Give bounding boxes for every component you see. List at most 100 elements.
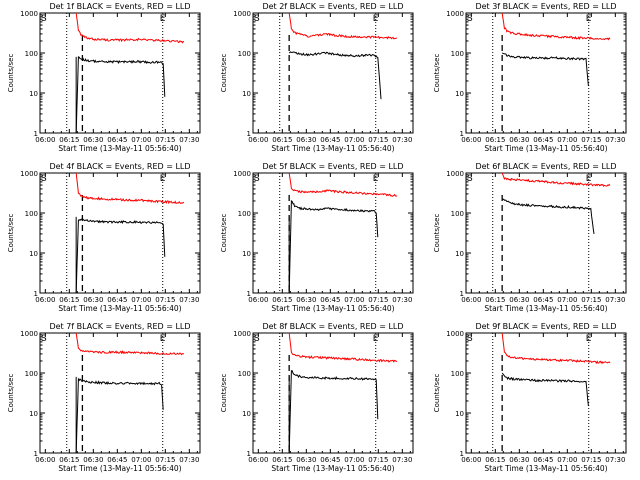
x-axis-label: Start Time (13-May-11 05:56:40) (58, 144, 181, 153)
series-line-events (75, 218, 166, 294)
x-tick-label: 07:00 (344, 296, 364, 304)
y-axis-label: Counts/sec (433, 214, 441, 253)
x-tick-label: 06:00 (248, 136, 268, 144)
x-tick-label: 06:30 (83, 296, 103, 304)
y-tick-label: 10 (29, 90, 38, 98)
x-tick-label: 06:30 (83, 136, 103, 144)
end-label: E (373, 174, 379, 184)
x-tick-label: 07:15 (581, 456, 601, 464)
x-axis-label: Start Time (13-May-11 05:56:40) (271, 304, 394, 313)
x-tick-label: 06:45 (533, 136, 553, 144)
panel-det-2f: Det 2f BLACK = Events, RED = LLD 06:00 06:… (213, 0, 425, 160)
y-axis-label: Counts/sec (220, 54, 228, 93)
x-tick-label: 07:30 (179, 136, 199, 144)
y-tick-label: 1000 (446, 10, 464, 18)
y-tick-label: 1 (247, 290, 251, 298)
plot-frame (465, 12, 627, 134)
y-tick-label: 1000 (233, 330, 251, 338)
y-tick-label: 100 (238, 370, 251, 378)
chart-title: Det 4f BLACK = Events, RED = LLD (49, 162, 190, 171)
y-tick-label: 100 (25, 370, 38, 378)
x-tick-label: 06:15 (485, 136, 505, 144)
y-tick-label: 100 (451, 370, 464, 378)
start-label: S (41, 14, 47, 24)
x-tick-label: 06:00 (461, 296, 481, 304)
chart-title: Det 3f BLACK = Events, RED = LLD (475, 2, 616, 11)
y-axis-label: Counts/sec (7, 214, 15, 253)
y-tick-label: 1000 (20, 170, 38, 178)
plot-frame (252, 332, 414, 454)
chart-det-1f: Det 1f BLACK = Events, RED = LLD 06:00 06:… (7, 2, 201, 153)
y-tick-label: 100 (451, 210, 464, 218)
x-tick-label: 07:30 (392, 296, 412, 304)
series-line-lld (288, 332, 398, 363)
x-tick-label: 07:15 (368, 136, 388, 144)
x-tick-label: 06:15 (272, 456, 292, 464)
x-tick-label: 06:45 (320, 136, 340, 144)
x-tick-label: 06:45 (320, 296, 340, 304)
start-label: S (254, 334, 260, 344)
series-line-events (502, 198, 595, 234)
series-line-events (288, 51, 382, 100)
series-line-lld (501, 172, 611, 188)
series-line-events (288, 200, 379, 294)
panel-det-5f: Det 5f BLACK = Events, RED = LLD 06:00 06:… (213, 160, 425, 320)
plot-frame (39, 12, 201, 134)
x-tick-label: 06:15 (59, 456, 79, 464)
y-axis-label: Counts/sec (220, 214, 228, 253)
y-tick-label: 10 (455, 410, 464, 418)
y-tick-label: 10 (242, 410, 251, 418)
panel-det-8f: Det 8f BLACK = Events, RED = LLD 06:00 06:… (213, 320, 425, 480)
x-tick-label: 06:30 (296, 296, 316, 304)
x-tick-label: 07:15 (581, 296, 601, 304)
x-tick-label: 07:30 (605, 136, 625, 144)
series-line-events (502, 52, 589, 87)
panel-det-3f: Det 3f BLACK = Events, RED = LLD 06:00 06:… (426, 0, 638, 160)
series-line-events (288, 370, 379, 454)
end-label: E (160, 14, 166, 24)
x-tick-label: 07:15 (155, 136, 175, 144)
plot-frame (465, 332, 627, 454)
y-tick-label: 100 (451, 50, 464, 58)
series-line-lld (75, 332, 185, 356)
x-tick-label: 06:15 (59, 136, 79, 144)
y-tick-label: 100 (25, 50, 38, 58)
panel-det-4f: Det 4f BLACK = Events, RED = LLD 06:00 06:… (0, 160, 212, 320)
x-tick-label: 07:00 (557, 456, 577, 464)
x-tick-label: 07:00 (131, 456, 151, 464)
y-axis-label: Counts/sec (7, 374, 15, 413)
y-tick-label: 100 (238, 50, 251, 58)
x-axis-label: Start Time (13-May-11 05:56:40) (58, 464, 181, 473)
y-tick-label: 10 (29, 410, 38, 418)
y-axis-label: Counts/sec (7, 54, 15, 93)
x-tick-label: 07:30 (179, 296, 199, 304)
end-label: E (160, 174, 166, 184)
x-tick-label: 06:00 (248, 296, 268, 304)
x-axis-label: Start Time (13-May-11 05:56:40) (484, 304, 607, 313)
chart-det-7f: Det 7f BLACK = Events, RED = LLD 06:00 06:… (7, 322, 201, 473)
x-tick-label: 07:30 (179, 456, 199, 464)
start-label: S (41, 174, 47, 184)
end-label: E (373, 334, 379, 344)
y-tick-label: 10 (242, 250, 251, 258)
chart-det-8f: Det 8f BLACK = Events, RED = LLD 06:00 06:… (220, 322, 414, 473)
x-tick-label: 07:00 (131, 296, 151, 304)
y-tick-label: 1 (247, 450, 251, 458)
x-tick-label: 06:45 (320, 456, 340, 464)
y-tick-label: 1000 (233, 170, 251, 178)
panel-det-7f: Det 7f BLACK = Events, RED = LLD 06:00 06:… (0, 320, 212, 480)
x-tick-label: 07:15 (155, 296, 175, 304)
x-tick-label: 06:45 (107, 296, 127, 304)
x-tick-label: 06:00 (248, 456, 268, 464)
y-tick-label: 1000 (446, 330, 464, 338)
series-line-lld (288, 172, 398, 197)
y-tick-label: 1 (34, 130, 38, 138)
chart-title: Det 6f BLACK = Events, RED = LLD (475, 162, 616, 171)
plot-frame (465, 172, 627, 294)
x-tick-label: 06:30 (509, 136, 529, 144)
x-tick-label: 06:15 (272, 296, 292, 304)
chart-det-5f: Det 5f BLACK = Events, RED = LLD 06:00 06:… (220, 162, 414, 313)
y-tick-label: 1000 (446, 170, 464, 178)
end-label: E (586, 174, 592, 184)
start-label: S (467, 174, 473, 184)
